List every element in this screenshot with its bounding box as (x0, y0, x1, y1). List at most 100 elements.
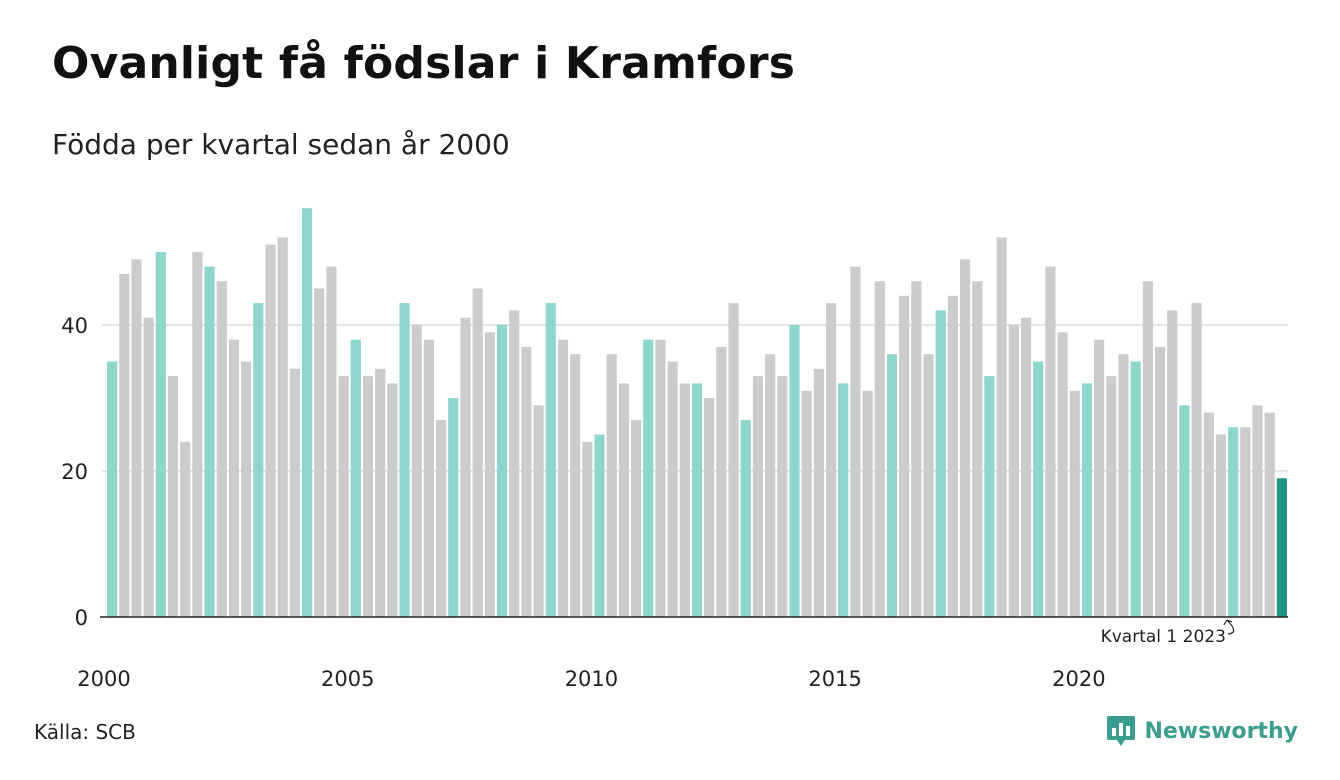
latest-bar-annotation: Kvartal 1 2023 (1101, 627, 1226, 647)
bar (1033, 361, 1044, 617)
bar (521, 346, 532, 617)
bar (630, 419, 642, 617)
bar (582, 441, 593, 617)
chart-title: Ovanligt få födslar i Kramfors (52, 38, 796, 89)
bar (838, 383, 849, 617)
bar (874, 281, 885, 617)
bar (1118, 354, 1129, 617)
x-tick-label: 2015 (808, 667, 861, 691)
bar (1142, 281, 1153, 617)
bar (1215, 434, 1227, 617)
bar (1130, 361, 1141, 617)
bar (472, 288, 483, 617)
bar (667, 361, 678, 617)
bar (411, 325, 422, 617)
bar (728, 303, 739, 617)
bar (557, 339, 569, 617)
bars (107, 208, 1287, 617)
source-note: Källa: SCB (34, 720, 136, 744)
bar (253, 303, 264, 617)
y-tick-label: 20 (61, 460, 88, 484)
bar (1167, 310, 1178, 617)
bar (959, 259, 971, 617)
annotation-arrow (1223, 619, 1235, 635)
y-tick-label: 0 (75, 606, 88, 630)
bar (289, 368, 300, 617)
bar-latest (1276, 478, 1287, 617)
bar (277, 237, 288, 617)
bar (704, 398, 715, 617)
bar (813, 368, 824, 617)
bar (265, 244, 276, 617)
bar (338, 376, 349, 617)
bar (618, 383, 629, 617)
bar (984, 376, 995, 617)
newsworthy-logo-icon (1107, 716, 1136, 746)
bar (423, 339, 435, 617)
x-tick-label: 2010 (565, 667, 618, 691)
chart-subtitle: Födda per kvartal sedan år 2000 (52, 128, 510, 161)
bar (886, 354, 898, 617)
bar (448, 398, 459, 617)
bar (204, 266, 215, 617)
bar (850, 266, 861, 617)
bar (1020, 317, 1032, 617)
bar (362, 376, 374, 617)
bar (399, 303, 410, 617)
bar (301, 208, 313, 617)
bar (655, 339, 666, 617)
bar (1057, 332, 1068, 617)
bar (1228, 427, 1239, 617)
bar (436, 419, 447, 617)
bar (143, 317, 154, 617)
bar (241, 361, 252, 617)
bar (570, 354, 581, 617)
x-tick-label: 2020 (1052, 667, 1105, 691)
bar (1069, 390, 1080, 617)
tick-labels: 0 20 40 2000 2005 2010 2015 2020 (61, 314, 1105, 691)
bar (1252, 405, 1263, 617)
bar (643, 339, 654, 617)
annotation: Kvartal 1 2023 (1101, 619, 1235, 647)
x-tick-label: 2005 (321, 667, 374, 691)
bar (1081, 383, 1093, 617)
y-tick-label: 40 (61, 314, 88, 338)
bar (228, 339, 240, 617)
bar (862, 390, 873, 617)
bar (899, 295, 910, 617)
bar (679, 383, 690, 617)
bar (935, 310, 946, 617)
bar (107, 361, 118, 617)
bar (923, 354, 934, 617)
bar (167, 376, 179, 617)
bar (789, 325, 800, 617)
bar (1203, 412, 1214, 617)
bar (606, 354, 617, 617)
bar (1264, 412, 1275, 617)
bar (180, 441, 191, 617)
bar (1094, 339, 1105, 617)
bar (545, 303, 556, 617)
bar (1191, 303, 1202, 617)
bar (1179, 405, 1190, 617)
bar (155, 252, 166, 617)
bar (509, 310, 520, 617)
bar (216, 281, 227, 617)
bar (801, 390, 812, 617)
bar (716, 346, 727, 617)
bar (533, 405, 544, 617)
brand-name: Newsworthy (1144, 718, 1298, 744)
bar (594, 434, 605, 617)
bar (1045, 266, 1056, 617)
bar (1106, 376, 1117, 617)
bar (326, 266, 337, 617)
bar (131, 259, 142, 617)
bar (1154, 346, 1166, 617)
bar (484, 332, 495, 617)
bar (752, 376, 764, 617)
bar (350, 339, 361, 617)
bar (947, 295, 958, 617)
bar (1240, 427, 1251, 617)
bar (765, 354, 776, 617)
newsworthy-brand: Newsworthy (1106, 714, 1298, 748)
